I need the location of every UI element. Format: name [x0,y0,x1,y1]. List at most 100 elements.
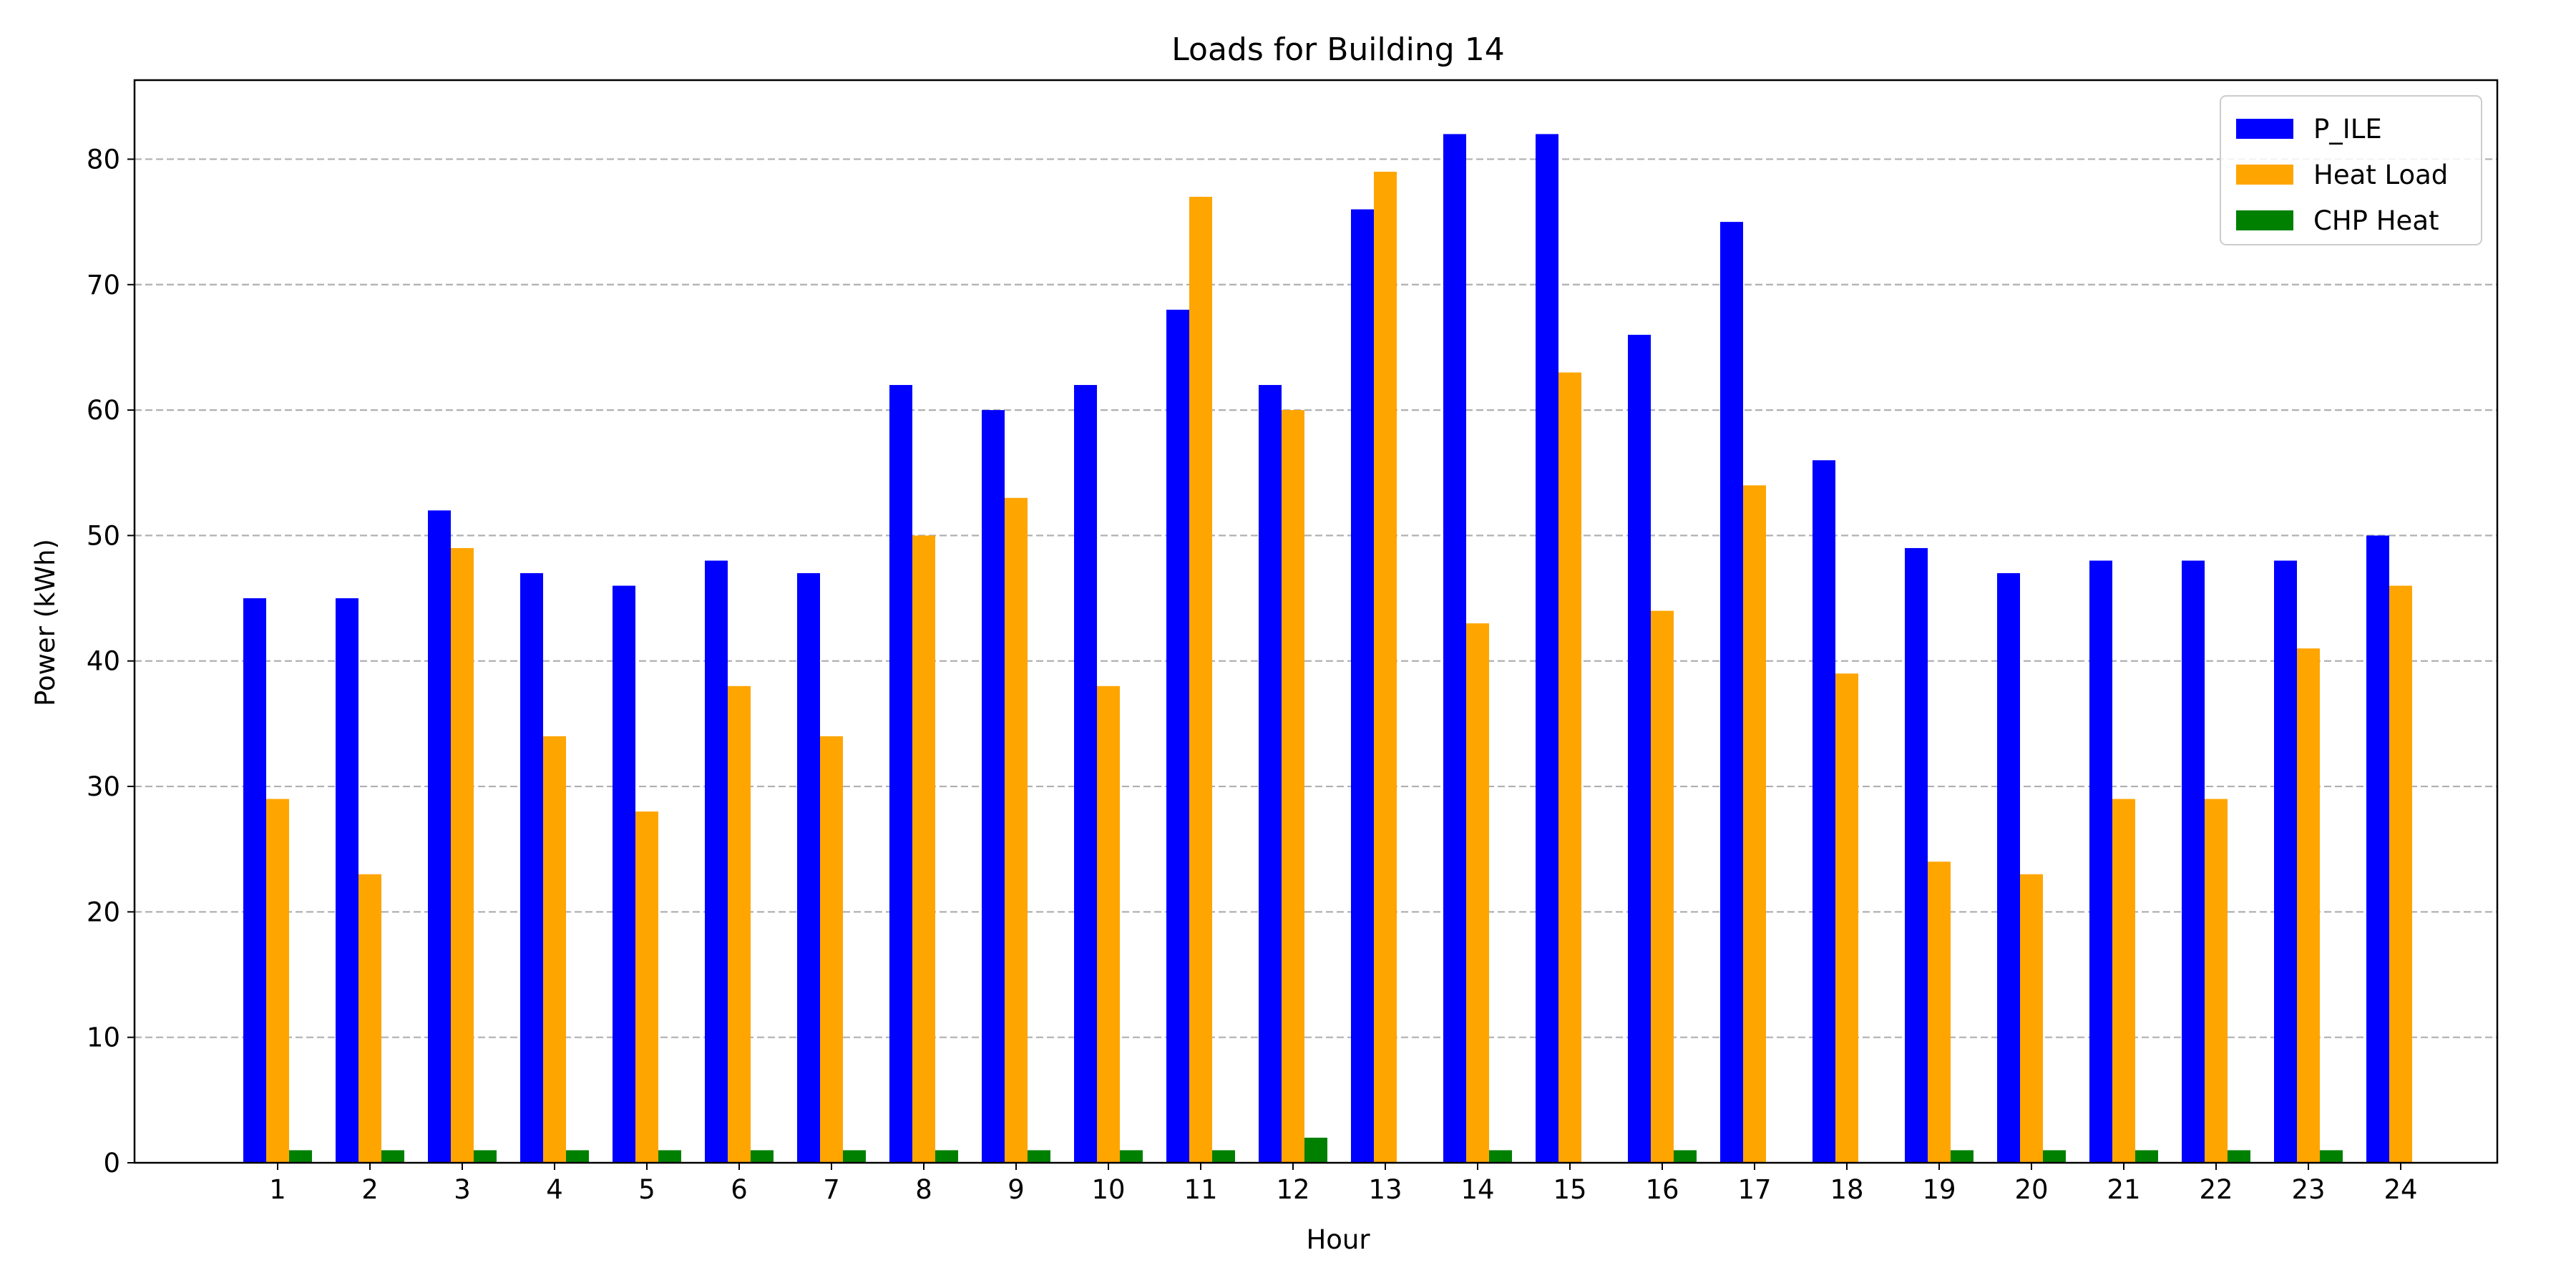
bar-heat-load [451,547,474,1163]
bar-chp-heat [289,1150,312,1163]
bar-heat-load [2297,648,2320,1163]
legend-label: CHP Heat [2313,205,2439,236]
x-tick-label: 12 [1276,1174,1309,1205]
x-tick-label: 22 [2199,1174,2233,1205]
bar-heat-load [1189,197,1212,1163]
x-tick-label: 17 [1737,1174,1771,1205]
bar-p-ile [1720,222,1743,1163]
x-tick-label: 7 [823,1174,840,1205]
y-tick-label: 70 [87,270,120,301]
bar-chp-heat [2320,1150,2343,1163]
bar-heat-load [820,736,843,1163]
y-tick-label: 30 [87,771,120,802]
bar-p-ile [1166,309,1189,1163]
bar-p-ile [797,573,820,1163]
bar-heat-load [1558,372,1581,1163]
bar-p-ile [1997,573,2020,1163]
bar-heat-load [2020,874,2043,1163]
bar-chp-heat [2135,1150,2158,1163]
x-tick-label: 14 [1460,1174,1494,1205]
legend: P_ILE Heat Load CHP Heat [2220,95,2482,245]
x-tick-label: 10 [1091,1174,1125,1205]
bar-p-ile [2366,535,2389,1163]
bar-chp-heat [843,1150,866,1163]
bar-heat-load [912,535,935,1163]
x-tick-label: 2 [361,1174,379,1205]
x-tick-label: 21 [2107,1174,2140,1205]
bar-p-ile [613,585,635,1163]
bar-p-ile [520,573,543,1163]
bar-p-ile [2182,560,2205,1163]
bar-p-ile [336,598,358,1163]
bar-chp-heat [1028,1150,1050,1163]
x-tick-label: 15 [1553,1174,1586,1205]
x-tick-label: 9 [1008,1174,1025,1205]
bar-p-ile [705,560,728,1163]
plot-frame [133,79,2499,1164]
bar-heat-load [1374,171,1397,1163]
legend-swatch [2236,165,2293,185]
bar-p-ile [1259,385,1282,1163]
y-tick-label: 20 [87,897,120,927]
bar-p-ile [428,510,451,1163]
bar-heat-load [1835,673,1858,1163]
bar-heat-load [728,686,751,1163]
bar-heat-load [543,736,566,1163]
bar-chp-heat [566,1150,589,1163]
bar-heat-load [1282,410,1304,1163]
bar-chp-heat [1951,1150,1974,1163]
bar-heat-load [2205,799,2228,1163]
bar-p-ile [1536,134,1558,1163]
y-tick-label: 40 [87,646,120,677]
y-axis-label: Power (kWh) [30,539,61,706]
bar-p-ile [1905,547,1928,1163]
bar-heat-load [2112,799,2135,1163]
bar-p-ile [1443,134,1466,1163]
bar-chp-heat [1674,1150,1697,1163]
bar-heat-load [1743,485,1766,1163]
chart-title: Loads for Building 14 [1171,31,1504,68]
bar-heat-load [2389,585,2412,1163]
bar-p-ile [982,410,1005,1163]
x-tick-label: 1 [269,1174,286,1205]
y-tick-label: 50 [87,520,120,551]
y-tick-label: 80 [87,144,120,175]
bar-chp-heat [474,1150,497,1163]
bar-p-ile [1813,460,1835,1163]
legend-swatch [2236,119,2293,139]
x-tick-label: 20 [2014,1174,2048,1205]
bar-chp-heat [1120,1150,1143,1163]
bar-heat-load [1097,686,1120,1163]
x-tick-label: 4 [546,1174,563,1205]
bar-p-ile [2089,560,2112,1163]
x-tick-label: 16 [1645,1174,1679,1205]
bar-p-ile [1351,209,1374,1163]
y-tick-label: 60 [87,395,120,426]
bar-chp-heat [1489,1150,1512,1163]
bar-chp-heat [751,1150,774,1163]
bar-chp-heat [381,1150,404,1163]
x-tick-label: 8 [915,1174,932,1205]
legend-label: Heat Load [2313,160,2448,190]
bar-heat-load [635,811,658,1163]
x-tick-label: 6 [731,1174,748,1205]
bar-chp-heat [2043,1150,2066,1163]
bar-heat-load [358,874,381,1163]
x-tick-label: 19 [1922,1174,1956,1205]
x-tick-label: 18 [1830,1174,1863,1205]
bar-p-ile [889,385,912,1163]
bar-chp-heat [1212,1150,1235,1163]
bar-p-ile [243,598,266,1163]
legend-label: P_ILE [2313,114,2382,145]
y-tick-label: 0 [103,1148,120,1179]
bars [243,134,2412,1163]
bar-p-ile [1628,334,1651,1163]
bar-heat-load [1928,862,1951,1163]
bar-heat-load [266,799,289,1163]
x-tick-label: 13 [1368,1174,1402,1205]
bar-p-ile [1074,385,1097,1163]
legend-swatch [2236,210,2293,230]
